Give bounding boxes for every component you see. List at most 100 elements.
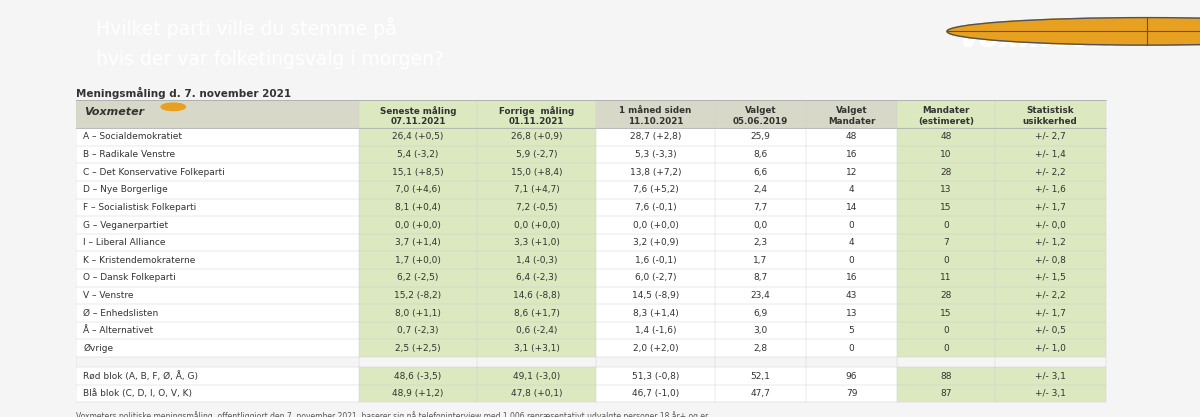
- Bar: [806, 163, 896, 181]
- Bar: [596, 181, 715, 198]
- Bar: [76, 286, 359, 304]
- Bar: [478, 234, 596, 251]
- Text: 13: 13: [940, 185, 952, 194]
- Bar: [478, 146, 596, 163]
- Bar: [359, 163, 478, 181]
- Text: 8,6: 8,6: [754, 150, 768, 159]
- Text: Valget: Valget: [745, 106, 776, 116]
- Bar: [76, 198, 359, 216]
- Text: 47,8 (+0,1): 47,8 (+0,1): [511, 389, 563, 398]
- Bar: [478, 322, 596, 339]
- Text: 51,3 (-0,8): 51,3 (-0,8): [632, 372, 679, 381]
- Bar: [806, 304, 896, 322]
- Text: 87: 87: [940, 389, 952, 398]
- Text: +/- 1,7: +/- 1,7: [1034, 203, 1066, 212]
- Text: 7,6 (+5,2): 7,6 (+5,2): [632, 185, 678, 194]
- Bar: [896, 251, 995, 269]
- Text: D – Nye Borgerlige: D – Nye Borgerlige: [83, 185, 168, 194]
- Bar: [359, 304, 478, 322]
- Bar: [896, 286, 995, 304]
- Bar: [896, 304, 995, 322]
- Text: 6,0 (-2,7): 6,0 (-2,7): [635, 273, 677, 282]
- Text: 8,0 (+1,1): 8,0 (+1,1): [395, 309, 440, 318]
- Text: Voxmeter: Voxmeter: [958, 25, 1123, 53]
- Text: 2,5 (+2,5): 2,5 (+2,5): [395, 344, 440, 353]
- Text: F – Socialistisk Folkeparti: F – Socialistisk Folkeparti: [83, 203, 197, 212]
- Text: 0: 0: [943, 221, 949, 229]
- Bar: [806, 216, 896, 234]
- Text: 26,8 (+0,9): 26,8 (+0,9): [511, 133, 563, 141]
- Text: usikkerhed: usikkerhed: [1022, 117, 1078, 126]
- Text: 96: 96: [846, 372, 857, 381]
- Bar: [478, 163, 596, 181]
- Bar: [478, 216, 596, 234]
- Text: 14,6 (-8,8): 14,6 (-8,8): [514, 291, 560, 300]
- Bar: [896, 128, 995, 146]
- Text: 48: 48: [940, 133, 952, 141]
- Bar: [478, 339, 596, 357]
- Bar: [715, 385, 806, 402]
- Bar: [896, 163, 995, 181]
- Text: 28: 28: [940, 168, 952, 177]
- Text: 3,0: 3,0: [754, 326, 768, 335]
- Bar: [715, 367, 806, 385]
- Bar: [478, 269, 596, 286]
- Bar: [359, 367, 478, 385]
- Text: 0,0 (+0,0): 0,0 (+0,0): [632, 221, 678, 229]
- Text: 79: 79: [846, 389, 857, 398]
- Bar: [76, 322, 359, 339]
- Text: Hvilket parti ville du stemme på: Hvilket parti ville du stemme på: [96, 18, 396, 39]
- Text: 1,6 (-0,1): 1,6 (-0,1): [635, 256, 677, 265]
- Bar: [596, 234, 715, 251]
- Bar: [359, 234, 478, 251]
- Text: 46,7 (-1,0): 46,7 (-1,0): [632, 389, 679, 398]
- Bar: [806, 286, 896, 304]
- Bar: [806, 339, 896, 357]
- Text: I – Liberal Alliance: I – Liberal Alliance: [83, 238, 166, 247]
- Bar: [995, 304, 1105, 322]
- Text: Meningsmåling d. 7. november 2021: Meningsmåling d. 7. november 2021: [76, 87, 290, 99]
- Bar: [995, 216, 1105, 234]
- Text: 10: 10: [940, 150, 952, 159]
- Text: Rød blok (A, B, F, Ø, Å, G): Rød blok (A, B, F, Ø, Å, G): [83, 371, 198, 381]
- Text: 5,3 (-3,3): 5,3 (-3,3): [635, 150, 677, 159]
- Text: 5: 5: [848, 326, 854, 335]
- Bar: [896, 339, 995, 357]
- Text: 1,7: 1,7: [754, 256, 768, 265]
- Bar: [76, 163, 359, 181]
- Text: 16: 16: [846, 273, 857, 282]
- Text: 07.11.2021: 07.11.2021: [390, 117, 445, 126]
- Bar: [596, 198, 715, 216]
- Text: Å – Alternativet: Å – Alternativet: [83, 326, 154, 335]
- Bar: [76, 385, 359, 402]
- Bar: [715, 198, 806, 216]
- Text: +/- 0,8: +/- 0,8: [1034, 256, 1066, 265]
- Bar: [715, 163, 806, 181]
- Text: 14,5 (-8,9): 14,5 (-8,9): [632, 291, 679, 300]
- Bar: [896, 367, 995, 385]
- Bar: [478, 367, 596, 385]
- Text: 12: 12: [846, 168, 857, 177]
- Text: 01.11.2021: 01.11.2021: [509, 117, 564, 126]
- Text: C – Det Konservative Folkeparti: C – Det Konservative Folkeparti: [83, 168, 226, 177]
- Bar: [995, 198, 1105, 216]
- Bar: [715, 234, 806, 251]
- Bar: [478, 181, 596, 198]
- Bar: [806, 269, 896, 286]
- Circle shape: [161, 103, 186, 111]
- Bar: [359, 385, 478, 402]
- Text: 1,7 (+0,0): 1,7 (+0,0): [395, 256, 440, 265]
- Text: Blå blok (C, D, I, O, V, K): Blå blok (C, D, I, O, V, K): [83, 389, 192, 398]
- Bar: [896, 216, 995, 234]
- Bar: [995, 100, 1105, 128]
- Bar: [359, 216, 478, 234]
- Bar: [806, 234, 896, 251]
- Text: 3,1 (+3,1): 3,1 (+3,1): [514, 344, 559, 353]
- Bar: [76, 251, 359, 269]
- Text: 1,4 (-1,6): 1,4 (-1,6): [635, 326, 677, 335]
- Text: 0,6 (-2,4): 0,6 (-2,4): [516, 326, 558, 335]
- Text: 4: 4: [848, 185, 854, 194]
- Text: 4: 4: [848, 238, 854, 247]
- Text: 11: 11: [940, 273, 952, 282]
- Text: 28: 28: [940, 291, 952, 300]
